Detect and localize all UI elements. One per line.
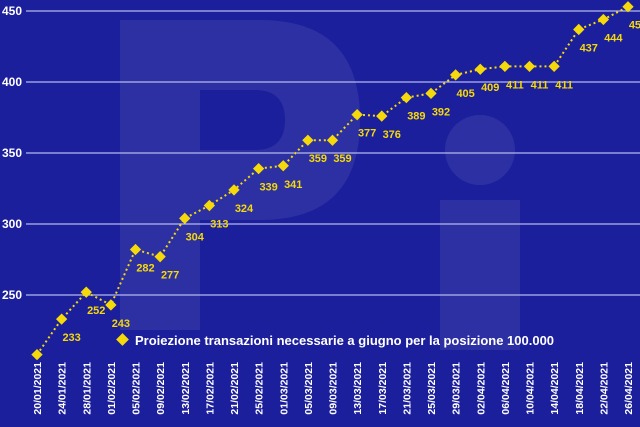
data-label: 324 — [235, 203, 254, 215]
data-point — [154, 251, 166, 263]
data-label: 313 — [210, 219, 228, 231]
data-point — [376, 110, 388, 122]
x-tick-label: 26/04/2021 — [623, 362, 635, 415]
y-tick-label: 400 — [2, 75, 22, 89]
data-label: 233 — [62, 332, 80, 344]
data-point — [449, 69, 462, 81]
data-point — [105, 299, 117, 311]
data-label: 304 — [186, 231, 205, 243]
legend-marker — [116, 333, 129, 346]
y-tick-label: 450 — [2, 4, 22, 18]
x-tick-label: 25/02/2021 — [254, 362, 266, 415]
data-point — [228, 184, 240, 196]
data-label: 376 — [383, 129, 401, 141]
data-label: 243 — [112, 318, 130, 330]
data-point — [80, 286, 92, 298]
data-label: 409 — [481, 82, 499, 94]
data-point — [129, 243, 142, 256]
data-label: 377 — [358, 128, 376, 140]
data-label: 411 — [555, 79, 573, 91]
data-label: 282 — [136, 263, 154, 275]
data-label: 411 — [506, 79, 524, 91]
x-tick-label: 21/03/2021 — [401, 362, 413, 415]
data-point — [573, 23, 585, 36]
data-point — [548, 60, 560, 73]
data-point — [277, 160, 289, 172]
x-tick-label: 05/03/2021 — [303, 362, 315, 415]
y-tick-label: 250 — [2, 288, 22, 302]
x-tick-label: 17/02/2021 — [204, 362, 216, 415]
legend-label: Proiezione transazioni necessarie a giug… — [135, 333, 554, 348]
data-point — [55, 313, 68, 325]
x-tick-label: 05/02/2021 — [131, 362, 143, 415]
data-point — [302, 134, 314, 146]
data-point — [499, 60, 511, 73]
data-point — [31, 348, 43, 361]
data-point — [252, 162, 265, 175]
x-tick-label: 29/03/2021 — [451, 362, 463, 415]
data-point — [203, 199, 216, 212]
data-label: 405 — [456, 88, 474, 100]
data-label: 389 — [407, 111, 425, 123]
x-tick-label: 18/04/2021 — [574, 362, 586, 415]
legend: Proiezione transazioni necessarie a giug… — [116, 333, 554, 348]
x-tick-label: 10/04/2021 — [525, 362, 537, 415]
series-line — [36, 5, 629, 356]
x-tick-label: 28/01/2021 — [81, 362, 93, 415]
data-point — [474, 63, 486, 75]
data-point — [597, 13, 610, 26]
data-label: 359 — [309, 153, 327, 165]
data-label: 359 — [333, 153, 351, 165]
x-tick-label: 20/01/2021 — [32, 362, 44, 415]
data-label: 411 — [531, 79, 549, 91]
data-label: 392 — [432, 106, 450, 118]
x-tick-label: 22/04/2021 — [598, 362, 610, 415]
data-point — [523, 60, 536, 73]
data-point — [400, 91, 413, 104]
data-label: 341 — [284, 179, 302, 191]
y-tick-label: 350 — [2, 146, 22, 160]
x-tick-label: 21/02/2021 — [229, 362, 241, 415]
data-label: 277 — [161, 270, 179, 282]
x-tick-label: 13/02/2021 — [180, 362, 192, 415]
x-tick-label: 02/04/2021 — [475, 362, 487, 415]
data-label: 252 — [87, 305, 105, 317]
x-tick-label: 06/04/2021 — [500, 362, 512, 415]
data-point — [179, 212, 191, 224]
data-point — [326, 134, 339, 146]
data-label: 339 — [259, 182, 277, 194]
x-tick-label: 01/03/2021 — [278, 362, 290, 415]
data-label: 444 — [604, 33, 623, 45]
x-tick-label: 09/02/2021 — [155, 362, 167, 415]
x-tick-label: 24/01/2021 — [57, 362, 69, 415]
y-tick-label: 300 — [2, 217, 22, 231]
data-label: 453 — [629, 20, 640, 32]
x-tick-label: 25/03/2021 — [426, 362, 438, 415]
x-tick-label: 17/03/2021 — [377, 362, 389, 415]
x-tick-label: 14/04/2021 — [549, 362, 561, 415]
data-point — [351, 109, 363, 121]
data-label: 437 — [580, 42, 598, 54]
x-tick-label: 13/03/2021 — [352, 362, 364, 415]
x-tick-label: 09/03/2021 — [328, 362, 340, 415]
x-tick-label: 01/02/2021 — [106, 362, 118, 415]
